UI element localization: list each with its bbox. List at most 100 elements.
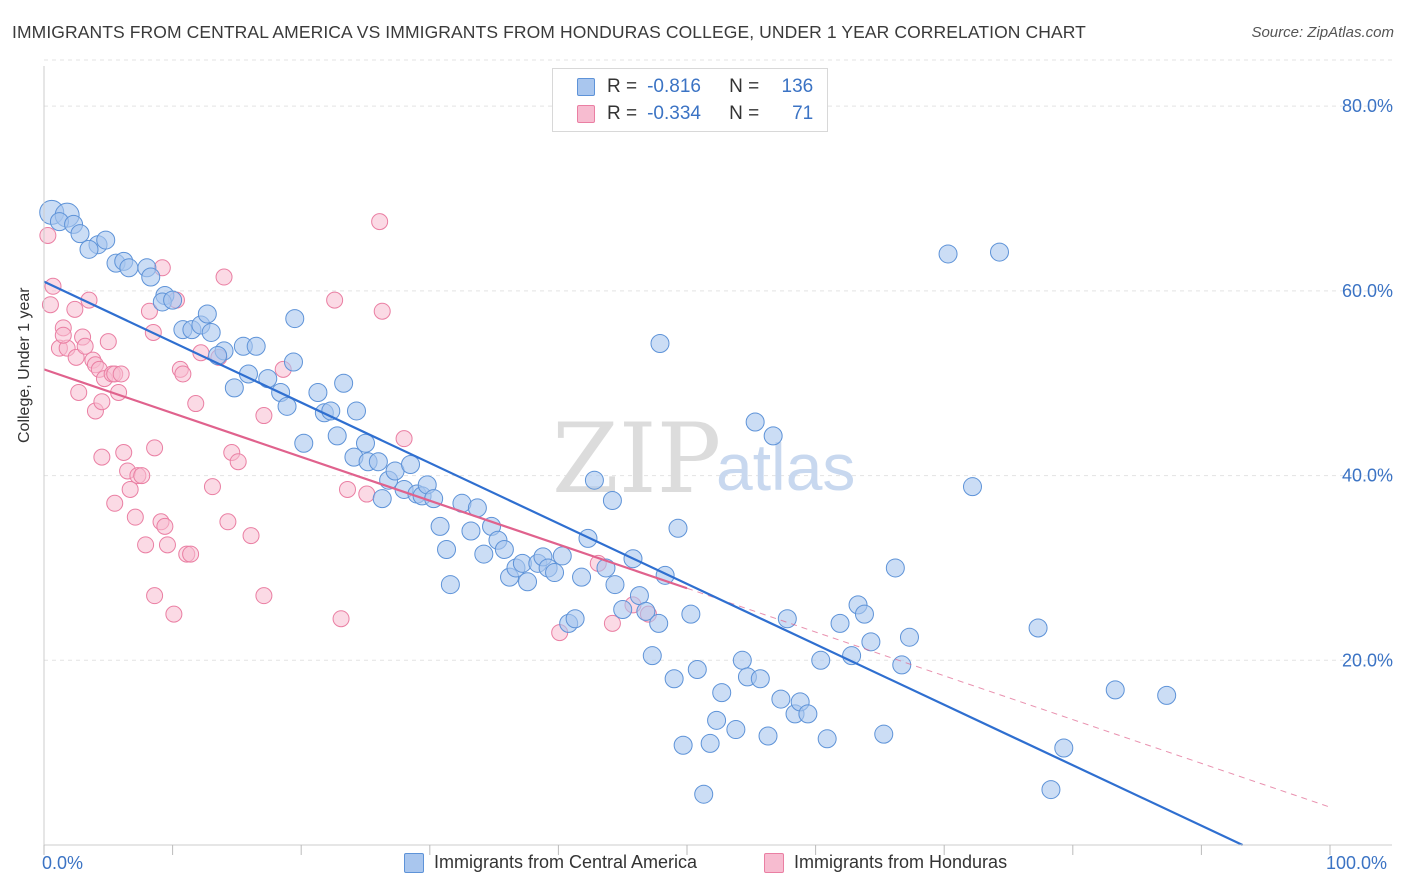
honduras-point <box>121 480 139 498</box>
central-america-point <box>745 412 765 432</box>
honduras-point <box>182 545 200 563</box>
central-america-point <box>246 336 266 356</box>
source-label: Source: ZipAtlas.com <box>1251 24 1394 41</box>
central-america-point <box>277 396 297 416</box>
central-america-point <box>201 322 221 342</box>
central-america-point <box>285 309 305 329</box>
central-america-point <box>368 452 388 472</box>
central-america-point <box>430 516 450 536</box>
central-america-point <box>474 544 494 564</box>
y-tick-label: 60.0% <box>1342 281 1393 301</box>
central-america-point <box>401 455 421 475</box>
central-america-point <box>726 720 746 740</box>
central-america-point <box>346 401 366 421</box>
legend-item-central-america[interactable]: Immigrants from Central America <box>404 852 697 873</box>
y-tick-label: 20.0% <box>1342 650 1393 670</box>
x-tick-label-max: 100.0% <box>1326 853 1388 873</box>
central-america-point <box>437 539 457 559</box>
r-label: R = <box>607 76 638 97</box>
central-america-point <box>518 572 538 592</box>
central-america-point <box>830 613 850 633</box>
honduras-point <box>67 348 85 366</box>
honduras-point <box>242 527 260 545</box>
central-america-point <box>602 491 622 511</box>
honduras-point <box>39 226 57 244</box>
honduras-point <box>203 478 221 496</box>
n-value: 136 <box>781 76 814 97</box>
central-america-point <box>668 518 688 538</box>
honduras-point <box>93 393 111 411</box>
honduras-point <box>358 485 376 503</box>
central-america-point <box>613 600 633 619</box>
honduras-point <box>106 494 124 512</box>
central-america-point <box>294 433 314 453</box>
honduras-point <box>126 508 144 526</box>
honduras-trend-dashed <box>686 587 1331 808</box>
honduras-point <box>215 268 233 286</box>
central-america-point <box>962 477 982 497</box>
central-america-point <box>96 230 116 250</box>
central-america-point <box>798 704 818 724</box>
pink-swatch <box>764 852 784 873</box>
legend-row-central-america: R = -0.816 N = 136 <box>577 75 813 99</box>
central-america-point <box>712 683 732 703</box>
honduras-point <box>332 610 350 628</box>
honduras-point <box>158 536 176 554</box>
central-america-point <box>938 244 958 264</box>
central-america-point <box>817 729 837 749</box>
honduras-point <box>338 480 356 498</box>
honduras-point <box>41 296 59 314</box>
blue-swatch <box>577 78 595 96</box>
central-america-point <box>308 382 328 402</box>
watermark: ZIP atlas <box>552 403 855 515</box>
n-label: N = <box>729 103 760 124</box>
honduras-point <box>174 365 192 383</box>
n-label: N = <box>729 76 760 97</box>
honduras-point <box>395 430 413 448</box>
central-america-point <box>650 334 670 354</box>
central-america-point <box>565 609 585 629</box>
central-america-point <box>681 604 701 624</box>
central-america-point <box>854 604 874 624</box>
honduras-point <box>66 300 84 318</box>
honduras-point <box>70 383 88 401</box>
central-america-point <box>892 655 912 675</box>
watermark-atlas: atlas <box>716 430 855 504</box>
central-america-point <box>763 426 783 446</box>
central-america-point <box>552 546 572 566</box>
honduras-point <box>603 614 621 632</box>
central-america-point <box>141 267 161 287</box>
pink-swatch <box>577 105 595 123</box>
honduras-point <box>165 605 183 623</box>
trend-lines <box>43 280 1331 846</box>
central-america-point <box>197 304 217 324</box>
legend-row-honduras: R = -0.334 N = 71 <box>577 102 813 126</box>
central-america-point <box>334 373 354 393</box>
honduras-point <box>326 291 344 309</box>
central-america-point <box>694 784 714 804</box>
central-america-point <box>605 575 625 595</box>
central-america-point <box>874 724 894 744</box>
central-america-point <box>224 378 244 398</box>
honduras-point <box>93 448 111 466</box>
central-america-point <box>811 650 831 670</box>
central-america-point <box>885 558 905 578</box>
honduras-point <box>371 213 389 231</box>
central-america-point <box>119 258 139 278</box>
central-america-point <box>545 563 565 583</box>
honduras-point <box>99 333 117 351</box>
central-america-point <box>584 470 604 490</box>
central-america-points <box>39 199 1177 804</box>
honduras-point <box>187 395 205 413</box>
honduras-point <box>140 302 158 320</box>
honduras-point <box>146 439 164 457</box>
central-america-point <box>673 735 693 755</box>
central-america-point <box>1054 738 1074 758</box>
central-america-point <box>208 346 228 366</box>
central-america-point <box>707 710 727 730</box>
honduras-point <box>156 517 174 535</box>
legend-item-honduras[interactable]: Immigrants from Honduras <box>764 852 1007 873</box>
central-america-point <box>989 242 1009 262</box>
central-america-point <box>649 613 669 633</box>
honduras-point <box>255 587 273 605</box>
